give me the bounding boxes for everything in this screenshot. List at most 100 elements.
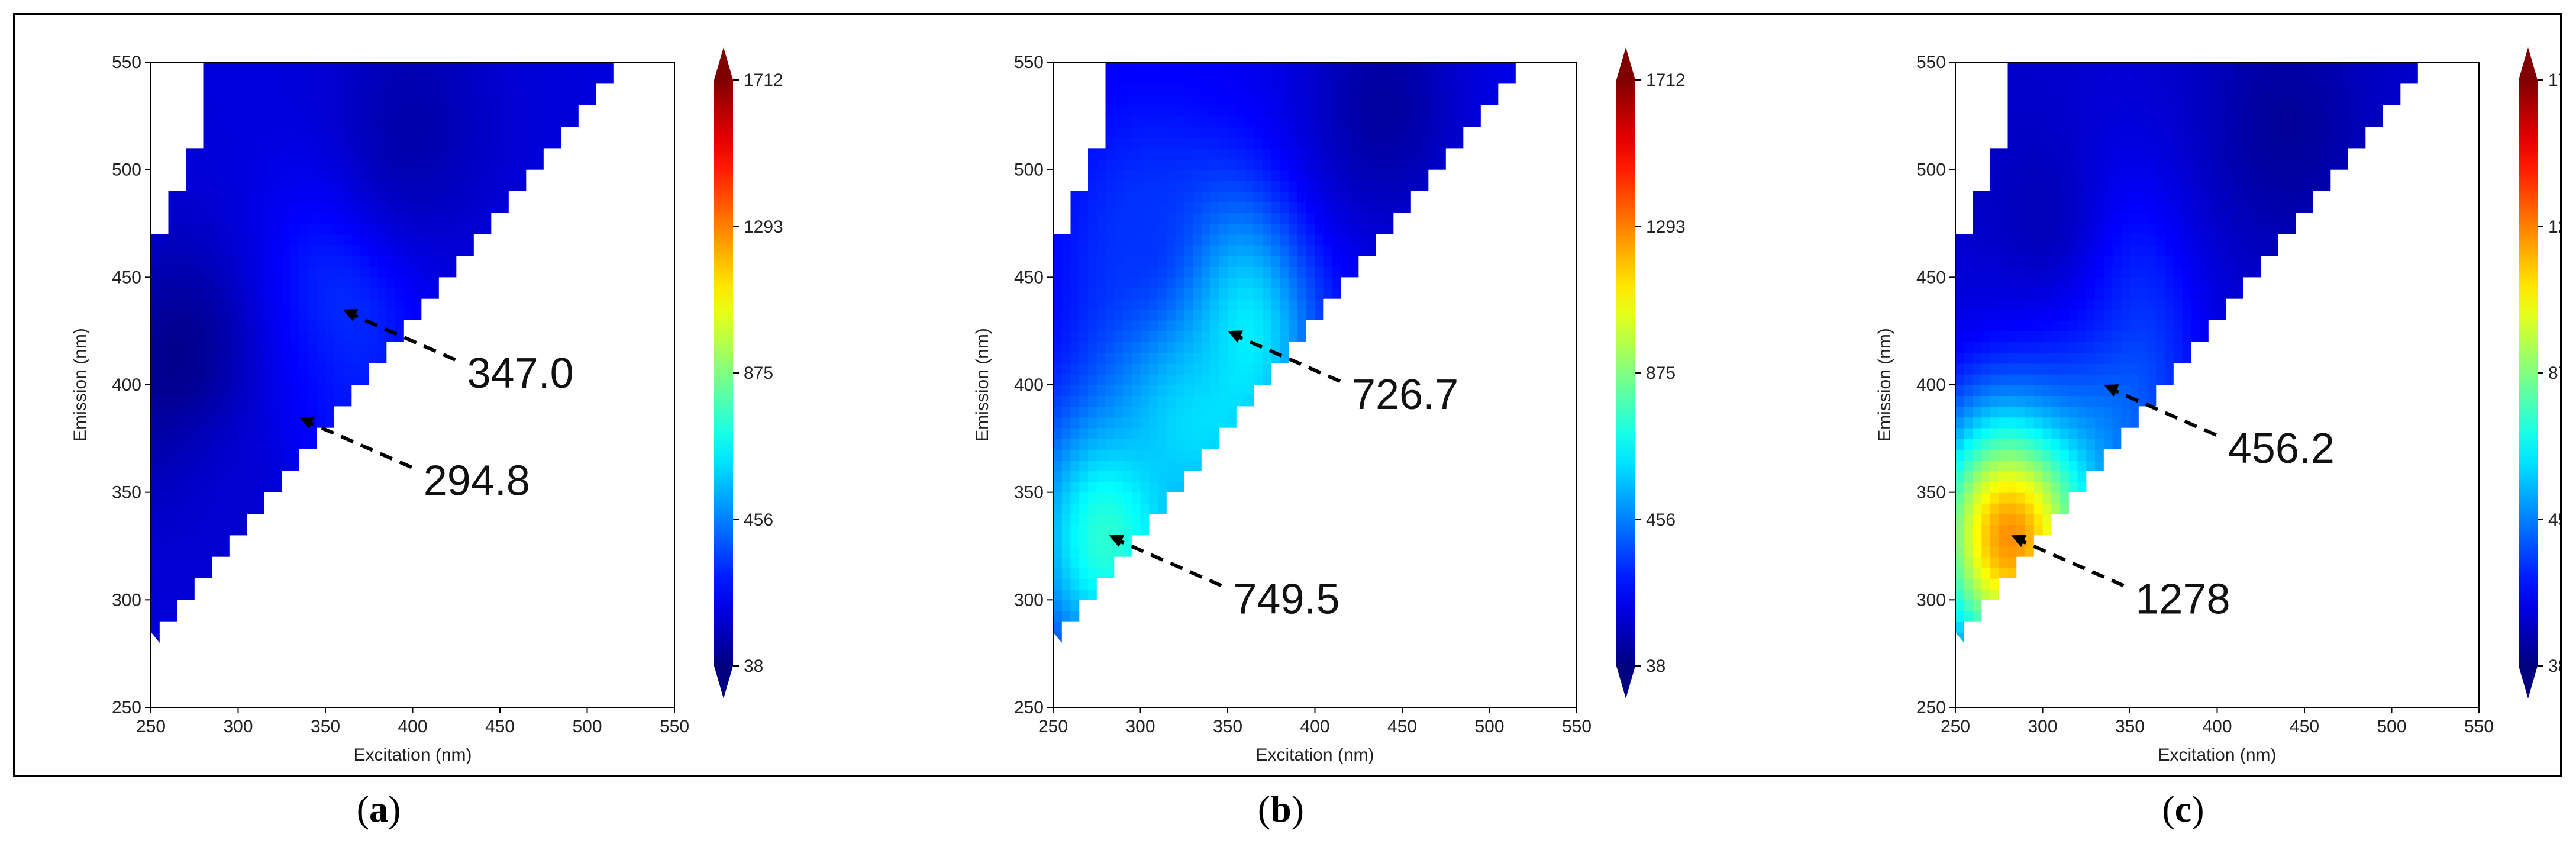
colorbar-tick-label: 38 — [744, 656, 763, 676]
heatmap-cell — [1175, 309, 1185, 321]
heatmap-cell — [212, 610, 221, 622]
heatmap-cell — [1088, 438, 1097, 450]
heatmap-cell — [596, 213, 605, 224]
heatmap-cell — [456, 621, 466, 633]
heatmap-cell — [552, 471, 562, 482]
heatmap-cell — [1158, 686, 1167, 697]
heatmap-cell — [430, 180, 440, 192]
heatmap-cell — [1131, 115, 1141, 127]
heatmap-cell — [648, 137, 658, 149]
heatmap-cell — [561, 653, 570, 665]
heatmap-cell — [518, 697, 527, 708]
heatmap-cell — [430, 288, 440, 300]
heatmap-cell — [570, 524, 579, 536]
heatmap-cell — [334, 309, 344, 321]
heatmap-cell — [1193, 653, 1202, 665]
heatmap-cell — [622, 331, 632, 342]
heatmap-cell — [578, 309, 588, 321]
heatmap-cell — [648, 224, 658, 235]
heatmap-cell — [369, 244, 379, 256]
heatmap-cell — [264, 256, 274, 267]
heatmap-cell — [578, 352, 588, 364]
heatmap-cell — [543, 600, 553, 611]
heatmap-cell — [186, 449, 195, 461]
heatmap-cell — [421, 546, 431, 558]
heatmap-cell — [517, 556, 527, 568]
heatmap-cell — [256, 180, 265, 192]
heatmap-cell — [395, 256, 405, 267]
heatmap-cell — [1070, 567, 1080, 579]
heatmap-cell — [1149, 427, 1158, 439]
heatmap-cell — [413, 643, 422, 654]
heatmap-cell — [1228, 288, 1237, 300]
heatmap-cell — [570, 191, 579, 202]
heatmap-cell — [491, 417, 501, 429]
heatmap-cell — [430, 191, 440, 202]
heatmap-cell — [535, 256, 544, 267]
heatmap-cell — [1053, 535, 1063, 547]
heatmap-cell — [317, 632, 326, 643]
heatmap-cell — [395, 567, 405, 579]
heatmap-cell — [631, 331, 640, 342]
heatmap-cell — [648, 105, 658, 117]
heatmap-cell — [587, 363, 597, 375]
heatmap-cell — [186, 514, 195, 525]
heatmap-cell — [456, 277, 466, 289]
heatmap-cell — [412, 277, 422, 289]
heatmap-cell — [256, 244, 265, 256]
heatmap-cell — [1201, 94, 1211, 106]
heatmap-cell — [325, 137, 335, 149]
heatmap-cell — [177, 352, 186, 364]
x-tick-label: 300 — [223, 717, 253, 736]
heatmap-cell — [587, 191, 597, 202]
heatmap-cell — [334, 115, 344, 127]
heatmap-cell — [500, 94, 509, 106]
heatmap-cell — [421, 180, 431, 192]
heatmap-cell — [438, 73, 448, 85]
heatmap-cell — [264, 234, 274, 246]
heatmap-cell — [517, 148, 527, 160]
x-axis-label: Excitation (nm) — [353, 745, 472, 765]
heatmap-cell — [299, 223, 309, 235]
heatmap-cell — [325, 374, 335, 385]
heatmap-cell — [614, 395, 623, 407]
heatmap-cell — [596, 535, 605, 547]
heatmap-cell — [403, 503, 414, 514]
heatmap-cell — [482, 406, 492, 418]
heatmap-cell — [1140, 298, 1150, 310]
heatmap-cell — [186, 427, 195, 439]
heatmap-cell — [1201, 169, 1211, 181]
heatmap-cell — [177, 600, 186, 611]
heatmap-cell — [256, 277, 265, 289]
colorbar-max-extension — [714, 47, 733, 80]
heatmap-cell — [256, 148, 265, 160]
heatmap-cell — [561, 643, 570, 654]
heatmap-cell — [1088, 62, 1097, 73]
heatmap-cell — [351, 256, 361, 267]
heatmap-cell — [229, 427, 239, 439]
heatmap-cell — [465, 417, 474, 429]
heatmap-cell — [430, 352, 440, 364]
heatmap-cell — [264, 535, 274, 547]
heatmap-cell — [430, 675, 440, 687]
heatmap-cell — [1219, 546, 1228, 558]
heatmap-cell — [203, 449, 213, 461]
heatmap-cell — [543, 202, 553, 214]
heatmap-cell — [221, 331, 230, 343]
heatmap-cell — [1210, 159, 1220, 170]
heatmap-cell — [640, 686, 649, 697]
heatmap-cell — [186, 180, 195, 192]
colorbar — [714, 80, 733, 666]
heatmap-cell — [386, 697, 396, 708]
heatmap-cell — [482, 556, 492, 568]
heatmap-cell — [1158, 277, 1167, 289]
heatmap-cell — [1158, 503, 1167, 514]
heatmap-cell — [517, 589, 527, 601]
heatmap-cell — [264, 514, 274, 525]
heatmap-cell — [596, 331, 605, 343]
heatmap-cell — [369, 632, 379, 643]
heatmap-cell — [308, 492, 318, 504]
heatmap-cell — [517, 546, 527, 558]
heatmap-cell — [561, 244, 570, 256]
heatmap-cell — [1184, 73, 1193, 85]
